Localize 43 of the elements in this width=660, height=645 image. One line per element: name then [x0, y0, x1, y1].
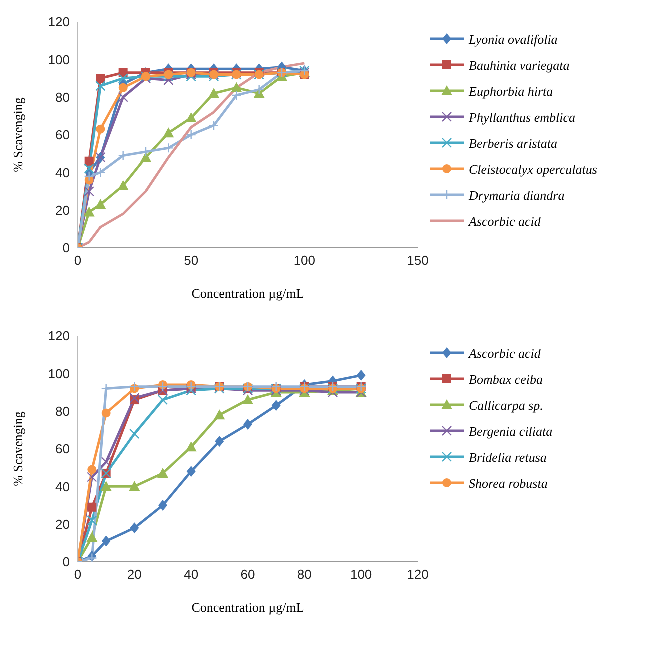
- legend-label: Lyonia ovalifolia: [469, 32, 558, 48]
- x-tick-label: 40: [184, 567, 199, 582]
- legend-label: Bergenia ciliata: [469, 424, 553, 440]
- y-tick-label: 20: [56, 516, 70, 532]
- legend-label: Berberis aristata: [469, 136, 558, 152]
- legend-label: Ascorbic acid: [469, 214, 541, 230]
- y-tick-label: 40: [56, 479, 70, 494]
- y-tick-label: 80: [56, 90, 70, 105]
- legend-label: Euphorbia hirta: [469, 84, 554, 100]
- legend-label: Callicarpa sp.: [469, 398, 544, 414]
- y-tick-label: 60: [56, 128, 70, 143]
- legend-label: Drymaria diandra: [469, 188, 565, 204]
- x-axis-title: Concentration µg/mL: [192, 600, 304, 615]
- y-tick-label: 80: [56, 404, 70, 419]
- legend-label: Bridelia retusa: [469, 450, 547, 466]
- x-tick-label: 60: [240, 567, 256, 582]
- x-tick-label: 100: [294, 253, 316, 268]
- x-tick-label: 0: [74, 253, 82, 268]
- legend-label: Bombax ceiba: [469, 372, 544, 388]
- y-tick-label: 100: [48, 366, 70, 382]
- y-axis-title: % Scavenging: [10, 97, 26, 172]
- y-axis-title: % Scavenging: [10, 411, 26, 486]
- y-tick-label: 0: [62, 554, 70, 570]
- y-tick-label: 120: [48, 328, 70, 344]
- x-axis-title: Concentration µg/mL: [192, 286, 304, 301]
- legend-label: Bauhinia variegata: [469, 58, 570, 74]
- legend-label: Phyllanthus emblica: [469, 110, 576, 126]
- legend-label: Cleistocalyx operculatus: [469, 162, 598, 178]
- y-tick-label: 60: [56, 442, 70, 457]
- legend-label: Ascorbic acid: [469, 346, 541, 362]
- x-tick-label: 0: [74, 567, 82, 582]
- legend-label: Shorea robusta: [469, 476, 548, 492]
- x-tick-label: 80: [297, 567, 312, 582]
- x-tick-label: 20: [127, 567, 142, 582]
- y-tick-label: 100: [48, 52, 70, 68]
- x-tick-label: 50: [184, 253, 199, 268]
- y-tick-label: 120: [48, 14, 70, 30]
- x-tick-label: 120: [407, 567, 429, 582]
- x-tick-label: 100: [350, 567, 372, 582]
- y-tick-label: 40: [56, 165, 70, 180]
- y-tick-label: 20: [56, 202, 70, 218]
- y-tick-label: 0: [62, 240, 70, 256]
- x-tick-label: 150: [407, 253, 429, 268]
